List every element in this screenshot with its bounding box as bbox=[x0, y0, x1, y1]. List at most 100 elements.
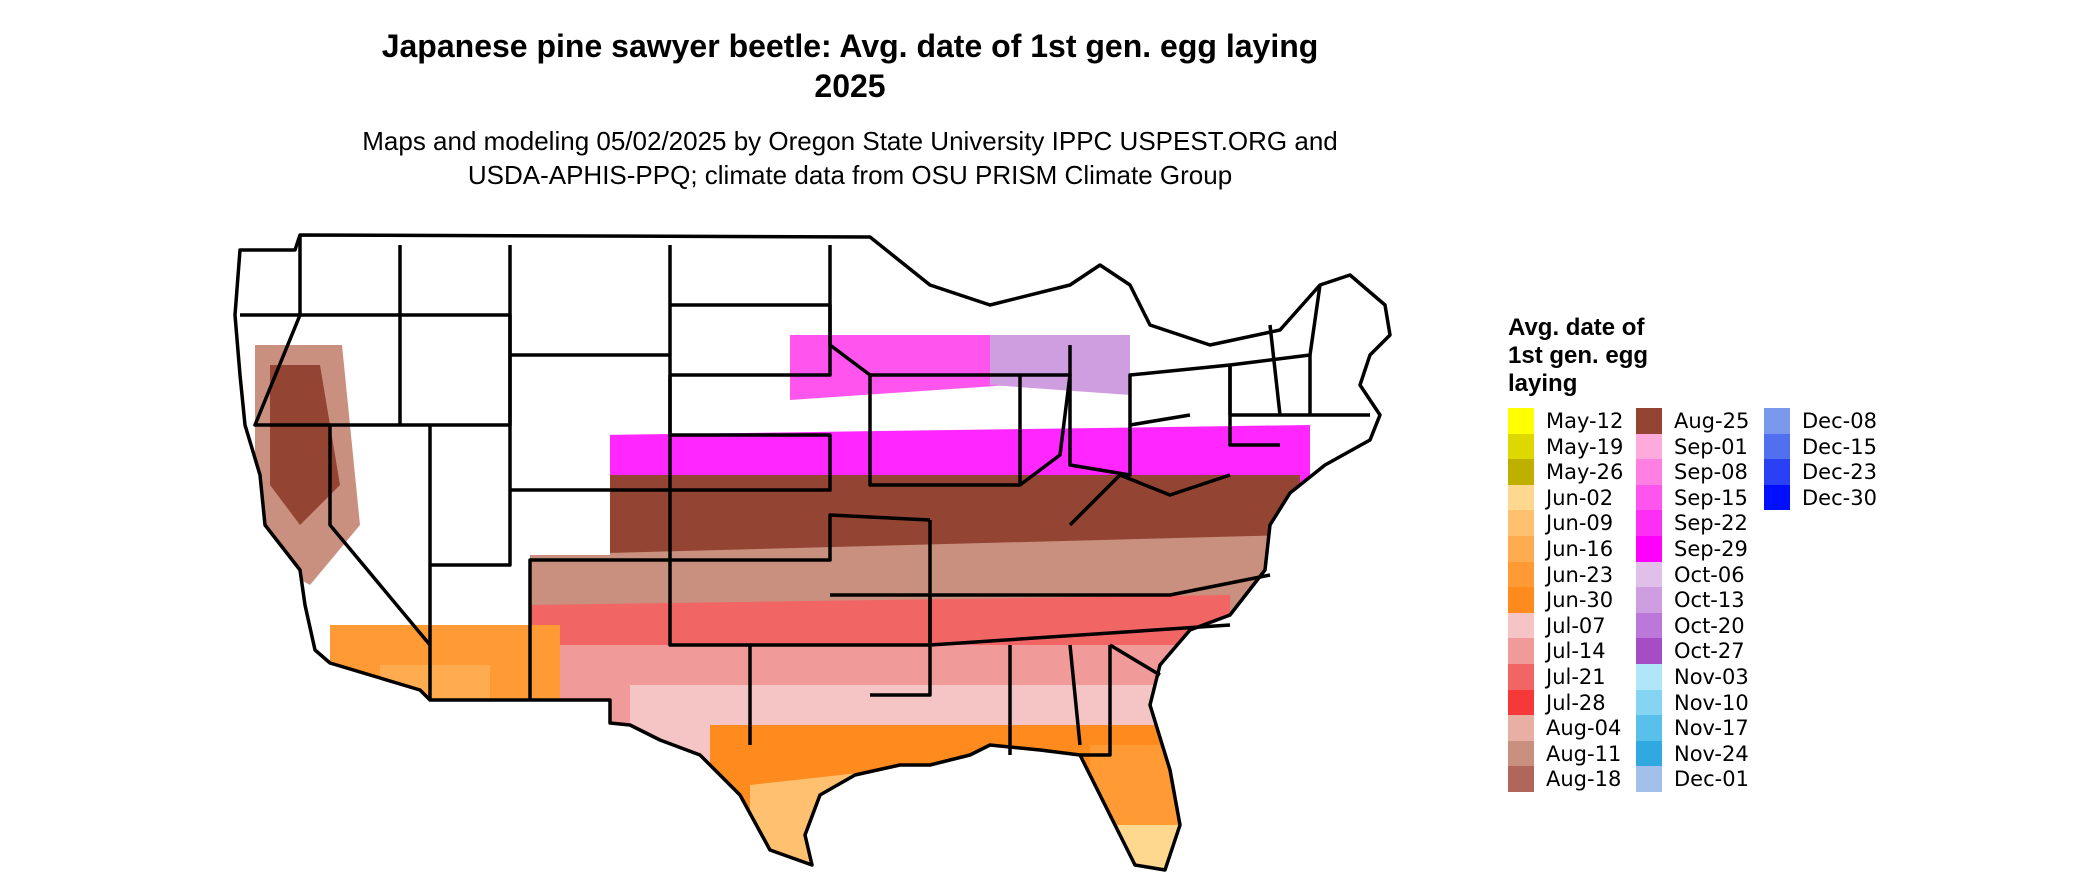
legend-swatch bbox=[1764, 433, 1790, 460]
legend-item: Jun-30 bbox=[1508, 587, 1636, 613]
legend-item: May-19 bbox=[1508, 433, 1636, 460]
legend-label: Dec-30 bbox=[1802, 485, 1877, 510]
legend-item: Jul-21 bbox=[1508, 663, 1636, 690]
legend-swatch bbox=[1764, 484, 1790, 511]
legend-swatch bbox=[1636, 510, 1662, 536]
legend-item: Sep-15 bbox=[1636, 484, 1764, 511]
legend-label: Aug-25 bbox=[1674, 409, 1750, 433]
map-title: Japanese pine sawyer beetle: Avg. date o… bbox=[300, 26, 1400, 106]
legend-label: Jun-23 bbox=[1546, 562, 1614, 587]
legend-label: Nov-10 bbox=[1674, 690, 1749, 715]
map-subtitle: Maps and modeling 05/02/2025 by Oregon S… bbox=[300, 124, 1400, 192]
legend-label: Jul-21 bbox=[1546, 664, 1606, 689]
legend-swatch bbox=[1508, 715, 1534, 741]
legend-label: Jun-09 bbox=[1546, 511, 1614, 536]
legend-item: Oct-06 bbox=[1636, 561, 1764, 588]
subtitle-line-2: USDA-APHIS-PPQ; climate data from OSU PR… bbox=[467, 160, 1233, 190]
legend-item: Sep-08 bbox=[1636, 459, 1764, 485]
legend-label: Dec-15 bbox=[1802, 434, 1877, 459]
legend-swatch bbox=[1508, 561, 1534, 588]
legend-swatch bbox=[1508, 663, 1534, 690]
legend-item: Sep-01 bbox=[1636, 433, 1764, 460]
legend-item: Oct-27 bbox=[1636, 638, 1764, 664]
legend-swatch bbox=[1508, 612, 1534, 639]
legend-label: Nov-03 bbox=[1674, 664, 1749, 689]
legend-title-line-1: Avg. date of bbox=[1508, 314, 1645, 341]
legend-item: Sep-29 bbox=[1636, 535, 1764, 562]
legend-swatch bbox=[1508, 740, 1534, 767]
legend-swatch bbox=[1636, 766, 1662, 792]
legend-swatch bbox=[1508, 510, 1534, 536]
legend-label: Aug-11 bbox=[1546, 741, 1622, 766]
legend-label: Oct-06 bbox=[1674, 562, 1745, 587]
legend-label: May-19 bbox=[1546, 434, 1624, 459]
legend-swatch bbox=[1508, 459, 1534, 485]
legend-swatch bbox=[1764, 408, 1790, 434]
legend-title: Avg. date of 1st gen. egg laying bbox=[1508, 314, 1708, 398]
legend-item: Jul-14 bbox=[1508, 638, 1636, 664]
legend-label: Oct-13 bbox=[1674, 588, 1745, 613]
legend-column: Aug-25 Sep-01 Sep-08 Sep-15 Sep-22 Sep-29 Oct-… bbox=[1636, 408, 1764, 792]
legend-swatch bbox=[1636, 740, 1662, 767]
legend-swatch bbox=[1508, 433, 1534, 460]
title-line-2: 2025 bbox=[814, 68, 886, 104]
legend-label: Oct-20 bbox=[1674, 613, 1745, 638]
legend-item: Nov-10 bbox=[1636, 689, 1764, 716]
legend-swatch bbox=[1508, 689, 1534, 716]
legend-label: Dec-01 bbox=[1674, 767, 1749, 792]
legend-label: May-26 bbox=[1546, 460, 1624, 485]
legend-swatch bbox=[1508, 535, 1534, 562]
legend-swatch bbox=[1508, 408, 1534, 434]
us-map bbox=[230, 225, 1430, 892]
legend-item: Jun-16 bbox=[1508, 535, 1636, 562]
legend-item: May-26 bbox=[1508, 459, 1636, 485]
legend-item: Nov-17 bbox=[1636, 715, 1764, 741]
legend-title-line-3: laying bbox=[1508, 370, 1578, 397]
legend-label: Dec-08 bbox=[1802, 409, 1877, 433]
legend-label: Aug-04 bbox=[1546, 716, 1622, 741]
legend-label: Sep-01 bbox=[1674, 434, 1748, 459]
legend-swatch bbox=[1636, 561, 1662, 588]
legend-item: Aug-11 bbox=[1508, 740, 1636, 767]
legend-item: Jun-23 bbox=[1508, 561, 1636, 588]
legend-swatch bbox=[1764, 459, 1790, 485]
legend-swatch bbox=[1636, 689, 1662, 716]
legend-item: Sep-22 bbox=[1636, 510, 1764, 536]
legend-label: Sep-22 bbox=[1674, 511, 1748, 536]
subtitle-line-1: Maps and modeling 05/02/2025 by Oregon S… bbox=[362, 126, 1338, 156]
legend-item: Nov-24 bbox=[1636, 740, 1764, 767]
legend-item: Dec-01 bbox=[1636, 766, 1764, 792]
legend-swatch bbox=[1636, 484, 1662, 511]
legend-label: Aug-18 bbox=[1546, 767, 1622, 792]
legend-item: Aug-25 bbox=[1636, 408, 1764, 434]
legend-swatch bbox=[1508, 638, 1534, 664]
legend-swatch bbox=[1508, 484, 1534, 511]
legend-label: Jul-28 bbox=[1546, 690, 1606, 715]
legend-swatch bbox=[1636, 638, 1662, 664]
legend-item: Dec-15 bbox=[1764, 433, 1892, 460]
legend-item: Aug-18 bbox=[1508, 766, 1636, 792]
legend-label: May-12 bbox=[1546, 409, 1624, 433]
legend-label: Sep-29 bbox=[1674, 536, 1748, 561]
legend-swatch bbox=[1508, 587, 1534, 613]
legend-title-line-2: 1st gen. egg bbox=[1508, 342, 1649, 369]
legend-item: Dec-30 bbox=[1764, 484, 1892, 511]
legend-item: May-12 bbox=[1508, 408, 1636, 434]
legend-item: Aug-04 bbox=[1508, 715, 1636, 741]
legend-label: Nov-24 bbox=[1674, 741, 1749, 766]
legend-label: Jun-02 bbox=[1546, 485, 1614, 510]
legend-column: May-12 May-19 May-26 Jun-02 Jun-09 Jun-16 Jun-… bbox=[1508, 408, 1636, 792]
legend-label: Dec-23 bbox=[1802, 460, 1877, 485]
legend-item: Oct-20 bbox=[1636, 612, 1764, 639]
legend-item: Jun-09 bbox=[1508, 510, 1636, 536]
legend-swatch bbox=[1636, 715, 1662, 741]
legend-swatch bbox=[1636, 535, 1662, 562]
legend-label: Sep-08 bbox=[1674, 460, 1748, 485]
legend-label: Jul-07 bbox=[1546, 613, 1606, 638]
state-borders bbox=[233, 233, 1392, 872]
legend-swatch bbox=[1636, 663, 1662, 690]
legend-label: Sep-15 bbox=[1674, 485, 1748, 510]
legend-label: Jun-30 bbox=[1546, 588, 1614, 613]
legend-item: Dec-08 bbox=[1764, 408, 1892, 434]
legend-swatch bbox=[1636, 612, 1662, 639]
